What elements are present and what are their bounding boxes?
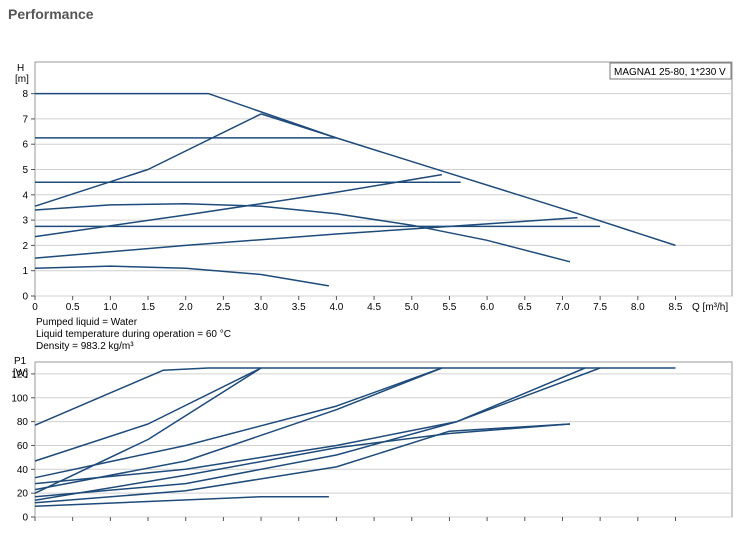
power-y-tick-label: 80 bbox=[17, 417, 29, 428]
power-y-tick-label: 40 bbox=[17, 465, 29, 476]
head-y-tick-label: 2 bbox=[22, 241, 28, 252]
power-curve-2 bbox=[34, 367, 262, 462]
power-y-tick-label: 20 bbox=[17, 489, 29, 500]
power-curve-7 bbox=[34, 367, 601, 498]
power-curve-4 bbox=[34, 367, 443, 479]
flow-x-tick-label: 8.0 bbox=[631, 302, 645, 313]
head-y-tick-label: 4 bbox=[22, 190, 28, 201]
head-chart-grid bbox=[35, 93, 732, 297]
head-chart-y-ticks: 0 1 2 3 4 5 6 7 8 bbox=[22, 89, 35, 303]
flow-x-tick-label: 7.5 bbox=[593, 302, 607, 313]
flow-x-label: Q [m³/h] bbox=[692, 302, 728, 313]
head-y-label: H bbox=[17, 63, 24, 74]
power-curve-10 bbox=[34, 495, 329, 508]
head-y-tick-label: 1 bbox=[22, 266, 28, 277]
flow-x-tick-label: 4.0 bbox=[329, 302, 343, 313]
page-title: Performance bbox=[8, 6, 94, 22]
note-liquid-temperature: Liquid temperature during operation = 60… bbox=[36, 329, 231, 340]
head-curve-1 bbox=[35, 92, 676, 247]
head-curve-10 bbox=[34, 265, 330, 287]
power-y-tick-label: 100 bbox=[11, 393, 28, 404]
power-chart-curves bbox=[34, 367, 676, 508]
flow-x-tick-label: 3.5 bbox=[292, 302, 306, 313]
head-curve-5 bbox=[34, 113, 262, 207]
flow-x-tick-label: 6.0 bbox=[480, 302, 494, 313]
flow-x-tick-label: 4.5 bbox=[367, 302, 381, 313]
power-y-tick-label: 120 bbox=[11, 369, 28, 380]
head-y-tick-label: 7 bbox=[22, 114, 28, 125]
power-chart: 0 20 40 60 80 100 120 P1 [W] bbox=[11, 356, 733, 524]
head-curve-8 bbox=[34, 216, 578, 259]
head-chart-frame bbox=[34, 61, 733, 297]
power-curve-9 bbox=[34, 423, 571, 502]
head-y-tick-label: 8 bbox=[22, 89, 28, 100]
flow-x-tick-label: 3.0 bbox=[254, 302, 268, 313]
head-y-tick-label: 0 bbox=[22, 292, 28, 303]
head-y-unit: [m] bbox=[15, 74, 29, 85]
power-curve-8 bbox=[34, 423, 571, 504]
note-density: Density = 983.2 kg/m³ bbox=[36, 341, 134, 352]
power-curve-3 bbox=[34, 367, 262, 494]
head-chart: 0 1 2 3 4 5 6 7 8 0 0.5 1.0 1.5 2.0 2.5 3.0 3.5 4.0 4.5 5.… bbox=[15, 61, 733, 352]
flow-x-tick-label: 1.0 bbox=[103, 302, 117, 313]
head-y-tick-label: 5 bbox=[22, 165, 28, 176]
head-chart-x-ticks: 0 0.5 1.0 1.5 2.0 2.5 3.0 3.5 4.0 4.5 5.0 5.5 6.0 6.5… bbox=[32, 296, 683, 313]
flow-x-tick-label: 0.5 bbox=[66, 302, 80, 313]
flow-x-tick-label: 5.0 bbox=[405, 302, 419, 313]
note-pumped-liquid: Pumped liquid = Water bbox=[36, 317, 138, 328]
power-y-tick-label: 60 bbox=[17, 441, 29, 452]
power-chart-grid bbox=[35, 373, 732, 518]
model-label-box bbox=[609, 62, 732, 80]
flow-x-tick-label: 6.5 bbox=[518, 302, 532, 313]
flow-x-tick-label: 1.5 bbox=[141, 302, 155, 313]
flow-x-tick-label: 0 bbox=[32, 302, 38, 313]
flow-x-tick-label: 5.5 bbox=[442, 302, 456, 313]
head-y-tick-label: 3 bbox=[22, 216, 28, 227]
head-y-tick-label: 6 bbox=[22, 140, 28, 151]
head-curve-7 bbox=[34, 173, 443, 238]
power-curve-1 bbox=[34, 367, 676, 426]
flow-x-tick-label: 7.0 bbox=[556, 302, 570, 313]
flow-x-tick-label: 2.0 bbox=[179, 302, 193, 313]
head-curve-9 bbox=[34, 202, 571, 263]
power-y-unit: [W] bbox=[13, 368, 28, 379]
power-curve-6 bbox=[34, 367, 586, 485]
flow-x-tick-label: 2.5 bbox=[216, 302, 230, 313]
power-y-label: P1 bbox=[14, 356, 27, 367]
power-y-tick-label: 0 bbox=[22, 513, 28, 524]
power-chart-y-ticks: 0 20 40 60 80 100 120 bbox=[11, 369, 676, 524]
power-curve-5 bbox=[34, 367, 443, 491]
head-curve-6 bbox=[260, 113, 337, 139]
head-chart-curves bbox=[34, 92, 676, 287]
flow-x-tick-label: 8.5 bbox=[669, 302, 683, 313]
model-label: MAGNA1 25-80, 1*230 V bbox=[614, 67, 726, 78]
